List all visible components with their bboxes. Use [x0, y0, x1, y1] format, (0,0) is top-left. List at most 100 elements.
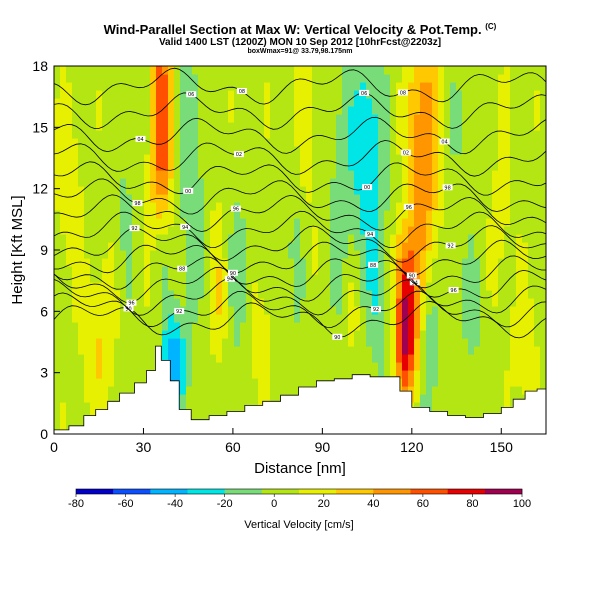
field-cell — [312, 162, 319, 171]
field-cell — [420, 274, 427, 283]
field-cell — [240, 122, 247, 131]
field-cell — [432, 170, 439, 179]
field-cell — [186, 274, 193, 283]
field-cell — [414, 170, 421, 179]
field-cell — [438, 74, 445, 83]
field-cell — [360, 370, 367, 379]
field-cell — [90, 90, 97, 99]
field-cell — [306, 146, 313, 155]
field-cell — [318, 90, 325, 99]
field-cell — [120, 114, 127, 123]
field-cell — [414, 202, 421, 211]
terrain-profile — [54, 345, 546, 434]
field-cell — [114, 378, 121, 387]
field-cell — [450, 378, 457, 387]
field-cell — [138, 178, 145, 187]
contour-label: 96 — [406, 205, 412, 211]
field-cell — [96, 130, 103, 139]
field-cell — [168, 242, 175, 251]
field-cell — [306, 170, 313, 179]
field-cell — [492, 306, 499, 315]
field-cell — [468, 298, 475, 307]
field-cell — [282, 242, 289, 251]
field-cell — [528, 306, 535, 315]
field-cell — [270, 338, 277, 347]
field-cell — [432, 82, 439, 91]
field-cell — [522, 322, 529, 331]
field-cell — [228, 210, 235, 219]
field-cell — [246, 210, 253, 219]
field-cell — [516, 250, 523, 259]
field-cell — [54, 162, 61, 171]
field-cell — [198, 202, 205, 211]
field-cell — [102, 130, 109, 139]
field-cell — [156, 314, 163, 323]
field-cell — [390, 194, 397, 203]
field-cell — [510, 154, 517, 163]
contour-label: 92 — [447, 244, 453, 250]
field-cell — [240, 178, 247, 187]
field-cell — [528, 242, 535, 251]
field-cell — [282, 346, 289, 355]
field-cell — [354, 258, 361, 267]
field-cell — [438, 362, 445, 371]
field-cell — [372, 346, 379, 355]
field-cell — [516, 74, 523, 83]
field-cell — [102, 266, 109, 275]
field-cell — [306, 290, 313, 299]
field-cell — [270, 210, 277, 219]
field-cell — [264, 130, 271, 139]
field-cell — [408, 266, 415, 275]
field-cell — [468, 154, 475, 163]
field-cell — [486, 170, 493, 179]
field-cell — [222, 298, 229, 307]
field-cell — [540, 234, 546, 243]
field-cell — [60, 346, 67, 355]
field-cell — [138, 154, 145, 163]
field-cell — [516, 114, 523, 123]
field-cell — [468, 330, 475, 339]
field-cell — [522, 138, 529, 147]
field-cell — [252, 66, 259, 75]
field-cell — [222, 98, 229, 107]
field-cell — [276, 250, 283, 259]
field-cell — [78, 234, 85, 243]
field-cell — [288, 138, 295, 147]
field-cell — [432, 402, 439, 411]
field-cell — [318, 122, 325, 131]
field-cell — [294, 274, 301, 283]
field-cell — [456, 402, 463, 411]
field-cell — [498, 402, 505, 411]
field-cell — [378, 82, 385, 91]
field-cell — [360, 290, 367, 299]
field-cell — [246, 106, 253, 115]
field-cell — [204, 282, 211, 291]
field-cell — [516, 218, 523, 227]
field-cell — [444, 258, 451, 267]
field-cell — [522, 242, 529, 251]
field-cell — [252, 194, 259, 203]
field-cell — [516, 98, 523, 107]
field-cell — [336, 346, 343, 355]
field-cell — [192, 394, 199, 403]
field-cell — [60, 418, 67, 427]
field-cell — [156, 226, 163, 235]
field-cell — [96, 258, 103, 267]
field-cell — [540, 274, 546, 283]
field-cell — [186, 250, 193, 259]
field-cell — [420, 98, 427, 107]
theta-contour-line — [54, 210, 546, 249]
field-cell — [486, 306, 493, 315]
field-cell — [462, 314, 469, 323]
field-cell — [534, 218, 541, 227]
field-cell — [258, 370, 265, 379]
field-cell — [522, 378, 529, 387]
field-cell — [378, 210, 385, 219]
field-cell — [282, 354, 289, 363]
field-cell — [84, 226, 91, 235]
field-cell — [324, 234, 331, 243]
field-cell — [162, 194, 169, 203]
field-cell — [216, 106, 223, 115]
field-cell — [444, 226, 451, 235]
field-cell — [312, 146, 319, 155]
